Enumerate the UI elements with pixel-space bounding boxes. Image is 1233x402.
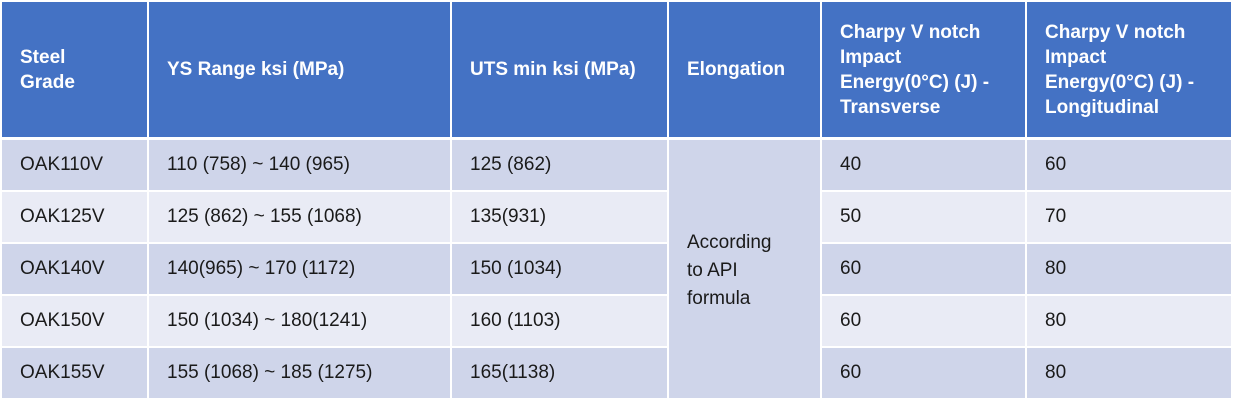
cell-uts-min: 125 (862) [452, 140, 669, 192]
cell-grade: OAK140V [2, 244, 149, 296]
header-steel-grade: Steel Grade [2, 2, 149, 140]
header-row: Steel Grade YS Range ksi (MPa) UTS min k… [2, 2, 1231, 140]
table-row: OAK150V 150 (1034) ~ 180(1241) 160 (1103… [2, 296, 1231, 348]
cell-grade: OAK110V [2, 140, 149, 192]
table-row: OAK140V 140(965) ~ 170 (1172) 150 (1034)… [2, 244, 1231, 296]
table-row: OAK125V 125 (862) ~ 155 (1068) 135(931) … [2, 192, 1231, 244]
cell-uts-min: 160 (1103) [452, 296, 669, 348]
header-charpy-longitudinal: Charpy V notch Impact Energy(0°C) (J) - … [1027, 2, 1231, 140]
cell-elongation: According to API formula [669, 140, 822, 400]
cell-charpy-transverse: 60 [822, 296, 1027, 348]
cell-ys-range: 155 (1068) ~ 185 (1275) [149, 348, 452, 400]
cell-charpy-longitudinal: 80 [1027, 348, 1231, 400]
cell-charpy-longitudinal: 80 [1027, 296, 1231, 348]
cell-charpy-transverse: 50 [822, 192, 1027, 244]
cell-charpy-longitudinal: 70 [1027, 192, 1231, 244]
cell-ys-range: 150 (1034) ~ 180(1241) [149, 296, 452, 348]
cell-grade: OAK125V [2, 192, 149, 244]
cell-grade: OAK155V [2, 348, 149, 400]
cell-ys-range: 140(965) ~ 170 (1172) [149, 244, 452, 296]
cell-uts-min: 150 (1034) [452, 244, 669, 296]
cell-uts-min: 165(1138) [452, 348, 669, 400]
cell-charpy-transverse: 40 [822, 140, 1027, 192]
cell-ys-range: 110 (758) ~ 140 (965) [149, 140, 452, 192]
header-elongation: Elongation [669, 2, 822, 140]
cell-charpy-longitudinal: 60 [1027, 140, 1231, 192]
cell-charpy-transverse: 60 [822, 244, 1027, 296]
header-charpy-transverse: Charpy V notch Impact Energy(0°C) (J) - … [822, 2, 1027, 140]
cell-charpy-longitudinal: 80 [1027, 244, 1231, 296]
table-row: OAK110V 110 (758) ~ 140 (965) 125 (862) … [2, 140, 1231, 400]
cell-uts-min: 135(931) [452, 192, 669, 244]
cell-grade: OAK150V [2, 296, 149, 348]
header-uts-min: UTS min ksi (MPa) [452, 2, 669, 140]
header-ys-range: YS Range ksi (MPa) [149, 2, 452, 140]
table-row: OAK155V 155 (1068) ~ 185 (1275) 165(1138… [2, 348, 1231, 400]
cell-charpy-transverse: 60 [822, 348, 1027, 400]
cell-ys-range: 125 (862) ~ 155 (1068) [149, 192, 452, 244]
